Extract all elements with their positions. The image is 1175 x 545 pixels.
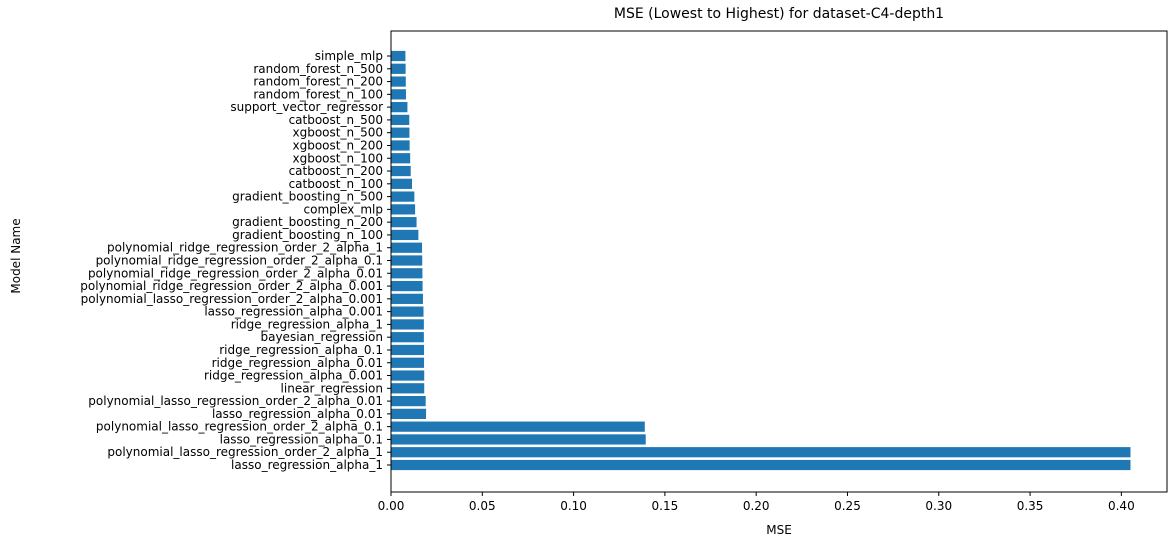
- y-axis-title: Model Name: [9, 218, 23, 293]
- y-tick-label: ridge_regression_alpha_0.1: [219, 343, 383, 357]
- bar: [391, 306, 424, 317]
- y-tick-label: random_forest_n_100: [253, 87, 383, 101]
- bar: [391, 229, 419, 241]
- x-tick-label: 0.30: [925, 499, 952, 513]
- bar: [391, 127, 410, 138]
- y-tick-label: random_forest_n_200: [253, 75, 383, 89]
- x-ticks: 0.00 0.05 0.10 0.15 0.20 0.25 0.30 0.35 0.40: [378, 492, 1135, 513]
- bar: [391, 217, 417, 228]
- bar: [391, 421, 645, 432]
- bar: [391, 114, 410, 126]
- y-tick-label: polynomial_lasso_regression_order_2_alph…: [107, 445, 383, 459]
- bar: [391, 140, 410, 151]
- y-tick-label: xgboost_n_100: [293, 151, 384, 165]
- y-tick-label: ridge_regression_alpha_1: [231, 317, 383, 331]
- x-tick-label: 0.20: [743, 499, 770, 513]
- x-tick-label: 0.35: [1017, 499, 1044, 513]
- bar: [391, 255, 423, 266]
- bar: [391, 293, 423, 304]
- bar: [391, 447, 1131, 458]
- bar: [391, 332, 424, 343]
- bar: [391, 89, 406, 100]
- bar: [391, 434, 646, 445]
- y-tick-label: catboost_n_100: [289, 177, 383, 191]
- y-tick-label: polynomial_lasso_regression_order_2_alph…: [81, 292, 383, 306]
- y-tick-label: xgboost_n_200: [293, 138, 384, 152]
- bar: [391, 383, 425, 394]
- bar: [391, 268, 423, 279]
- y-tick-label: polynomial_ridge_regression_order_2_alph…: [88, 266, 383, 280]
- plot-frame: [390, 30, 1168, 493]
- bar: [391, 191, 415, 202]
- y-tick-label: gradient_boosting_n_100: [232, 228, 383, 242]
- x-axis-title: MSE: [766, 523, 792, 537]
- bar: [391, 370, 425, 381]
- chart-title: MSE (Lowest to Highest) for dataset-C4-d…: [614, 6, 944, 22]
- y-tick-label: catboost_n_500: [289, 113, 383, 127]
- bar: [391, 280, 423, 292]
- bar: [391, 102, 408, 113]
- x-tick-label: 0.15: [652, 499, 679, 513]
- bar: [391, 165, 411, 177]
- bar: [391, 344, 425, 356]
- bar: [391, 153, 411, 164]
- y-tick-label: gradient_boosting_n_200: [232, 215, 383, 229]
- y-tick-label: ridge_regression_alpha_0.001: [204, 369, 383, 383]
- x-tick-label: 0.40: [1108, 499, 1135, 513]
- bar: [391, 76, 406, 87]
- bar: [391, 408, 427, 419]
- bar: [391, 50, 406, 62]
- x-tick-label: 0.00: [378, 499, 405, 513]
- bar: [391, 357, 425, 368]
- bar: [391, 395, 426, 407]
- bar: [391, 178, 412, 189]
- bars-group: [391, 50, 1131, 471]
- x-tick-label: 0.10: [560, 499, 587, 513]
- y-tick-label: support_vector_regressor: [230, 100, 383, 114]
- y-tick-labels: simple_mlprandom_forest_n_500random_fore…: [80, 49, 391, 472]
- x-tick-label: 0.05: [469, 499, 496, 513]
- bar: [391, 319, 424, 330]
- bar: [391, 63, 406, 74]
- bar: [391, 459, 1131, 471]
- y-tick-label: lasso_regression_alpha_0.01: [212, 407, 383, 421]
- y-tick-label: polynomial_ridge_regression_order_2_alph…: [96, 254, 383, 268]
- y-tick-label: polynomial_lasso_regression_order_2_alph…: [88, 394, 383, 408]
- y-tick-label: lasso_regression_alpha_0.001: [204, 305, 383, 319]
- y-tick-label: xgboost_n_500: [293, 126, 384, 140]
- y-tick-label: catboost_n_200: [289, 164, 383, 178]
- y-tick-label: bayesian_regression: [260, 330, 383, 344]
- y-tick-label: polynomial_ridge_regression_order_2_alph…: [80, 279, 383, 293]
- y-tick-label: linear_regression: [281, 381, 383, 395]
- y-tick-label: simple_mlp: [315, 49, 383, 63]
- y-tick-label: polynomial_lasso_regression_order_2_alph…: [96, 420, 383, 434]
- y-tick-label: polynomial_ridge_regression_order_2_alph…: [107, 241, 383, 255]
- y-tick-label: gradient_boosting_n_500: [232, 190, 383, 204]
- y-tick-label: lasso_regression_alpha_0.1: [220, 432, 383, 446]
- bar: [391, 204, 416, 215]
- bar: [391, 242, 423, 253]
- y-tick-label: complex_mlp: [304, 202, 384, 216]
- y-tick-label: lasso_regression_alpha_1: [231, 458, 383, 472]
- y-tick-label: random_forest_n_500: [253, 62, 383, 76]
- x-tick-label: 0.25: [834, 499, 861, 513]
- y-tick-label: ridge_regression_alpha_0.01: [212, 356, 383, 370]
